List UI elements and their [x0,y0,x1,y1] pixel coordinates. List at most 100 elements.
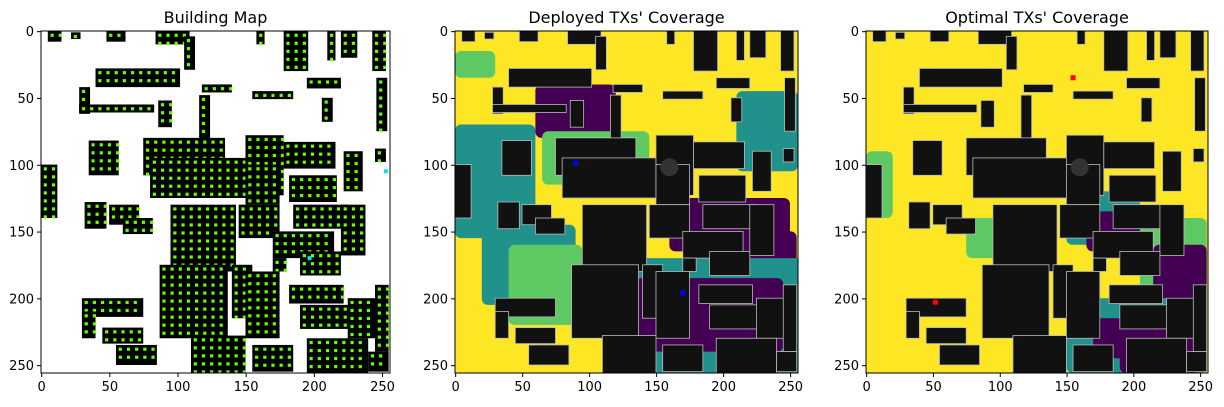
candidate-dot [186,299,191,303]
candidate-dot [264,322,268,326]
candidate-dot [248,191,252,195]
candidate-dot [111,215,116,219]
candidate-dot [324,287,328,291]
candidate-dot [214,231,218,235]
candidate-dot [201,338,206,342]
candidate-dot [95,220,99,224]
candidate-dot [92,308,97,313]
candidate-dot [107,159,112,163]
candidate-dot [264,314,268,318]
candidate-dot [91,159,95,163]
candidate-dot [103,204,107,208]
building [47,31,62,42]
candidate-dot [255,355,259,359]
candidate-dot [271,347,275,351]
candidate-dot [242,283,246,287]
building [375,284,389,352]
candidate-dot [248,330,252,334]
candidate-dot [220,87,225,91]
candidate-dot [218,176,222,180]
candidate-dot [320,207,324,211]
candidate-dot [287,93,291,97]
candidate-dot [173,207,177,211]
candidate-dot [354,177,358,182]
candidate-dot [201,354,206,358]
building [730,97,743,123]
candidate-dot [302,144,306,148]
chart-title: Deployed TXs' Coverage [528,8,724,27]
building [1072,90,1114,100]
candidate-dot [327,254,331,258]
candidate-dot [219,331,223,335]
candidate-dot [330,49,334,53]
candidate-dot [375,65,379,69]
x-tick-label: 250 [370,380,395,395]
building [184,36,196,70]
candidate-dot [370,362,375,366]
building [939,344,980,366]
candidate-dot [186,267,191,271]
candidate-dot [302,160,306,164]
candidate-dot [205,231,210,235]
candidate-dot [377,327,381,331]
candidate-dot [111,207,116,211]
candidate-dot [234,299,238,303]
candidate-dot [320,223,324,227]
candidate-dot [272,274,276,278]
y-tick-label: 100 [834,159,859,174]
candidate-dot [141,220,146,224]
candidate-dot [166,41,170,45]
x-tick-label: 100 [577,380,602,395]
candidate-dot [319,315,323,319]
candidate-dot [203,323,207,327]
candidate-dot [343,315,347,319]
candidate-dot [91,143,95,147]
building [1092,257,1107,272]
candidate-dot [256,314,260,318]
candidate-dot [242,291,246,295]
candidate-dot [309,340,313,345]
candidate-dot [385,343,390,347]
building [601,335,657,373]
x-tick-label: 250 [778,380,803,395]
candidate-dot [275,242,279,246]
candidate-dot [222,223,226,227]
candidate-dot [171,79,176,83]
building [776,351,798,373]
candidate-dot [351,223,356,227]
candidate-dot [210,192,214,196]
building [1023,84,1054,93]
candidate-dot [325,364,330,369]
building [1146,31,1155,61]
candidate-dot [385,287,390,291]
candidate-dot [98,79,102,83]
building [484,31,495,40]
building [1112,204,1167,230]
heatmap-image [866,31,1208,373]
candidate-dot [287,355,291,359]
candidate-dot [332,177,336,182]
candidate-dot [121,338,125,342]
candidate-dot [122,107,126,111]
candidate-dot [327,315,331,319]
candidate-dot [241,207,245,211]
candidate-dot [222,231,226,235]
y-tick-label: 200 [423,292,448,307]
candidate-dot [343,231,347,235]
building [908,201,931,230]
candidate-dot [310,160,315,164]
candidate-dot [375,49,379,53]
candidate-dot [264,191,268,195]
candidate-dot [178,315,182,319]
candidate-dot [360,215,364,219]
candidate-dot [350,332,354,337]
candidate-dot [234,354,238,358]
candidate-dot [205,223,210,227]
building [1194,77,1206,132]
candidate-dot [248,153,252,158]
candidate-dot [242,168,246,172]
candidate-dot [308,177,312,182]
candidate-dot [358,364,362,369]
candidate-dot [248,322,252,326]
candidate-dot [351,33,356,37]
